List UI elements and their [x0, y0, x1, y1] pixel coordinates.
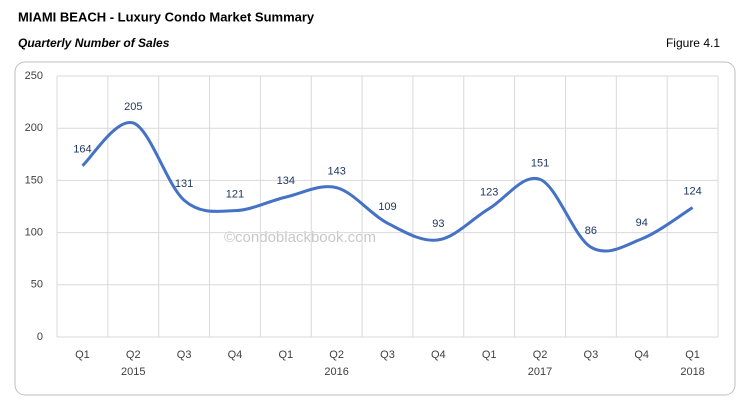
x-year-label: 2018: [680, 366, 704, 378]
data-label: 151: [531, 157, 549, 169]
data-label: 94: [636, 217, 648, 229]
data-label: 134: [277, 175, 295, 187]
x-tick-label: Q1: [75, 349, 90, 361]
figure-label: Figure 4.1: [666, 36, 720, 50]
x-tick-label: Q3: [584, 349, 599, 361]
y-tick-label: 250: [25, 70, 43, 82]
x-tick-label: Q3: [380, 349, 395, 361]
data-label: 93: [432, 218, 444, 230]
chart-frame: [14, 61, 736, 396]
data-label: 205: [124, 101, 142, 113]
x-tick-label: Q3: [177, 349, 192, 361]
data-line: [81, 121, 694, 253]
x-year-label: 2017: [528, 366, 552, 378]
x-tick-label: Q1: [482, 349, 497, 361]
data-label: 86: [585, 225, 597, 237]
x-tick-label: Q4: [431, 349, 446, 361]
watermark: ©condoblackbook.com: [224, 229, 376, 246]
y-tick-label: 50: [31, 279, 43, 291]
y-tick-label: 100: [25, 227, 43, 239]
y-tick-label: 150: [25, 174, 43, 186]
data-label: 131: [175, 178, 193, 190]
chart-title: MIAMI BEACH - Luxury Condo Market Summar…: [18, 9, 315, 24]
x-tick-label: Q2: [126, 349, 141, 361]
y-tick-label: 200: [25, 122, 43, 134]
chart-subtitle: Quarterly Number of Sales: [18, 36, 170, 50]
x-tick-label: Q4: [634, 349, 649, 361]
data-label: 121: [226, 189, 244, 201]
x-tick-label: Q1: [685, 349, 700, 361]
data-label: 109: [378, 201, 396, 213]
data-label: 124: [683, 185, 701, 197]
x-year-label: 2016: [324, 366, 348, 378]
x-tick-label: Q2: [329, 349, 344, 361]
x-tick-label: Q2: [533, 349, 548, 361]
x-tick-label: Q1: [278, 349, 293, 361]
data-label: 123: [480, 186, 498, 198]
data-label: 143: [327, 166, 345, 178]
x-tick-label: Q4: [228, 349, 243, 361]
y-tick-label: 0: [37, 331, 43, 343]
x-year-label: 2015: [121, 366, 145, 378]
data-label: 164: [73, 144, 91, 156]
